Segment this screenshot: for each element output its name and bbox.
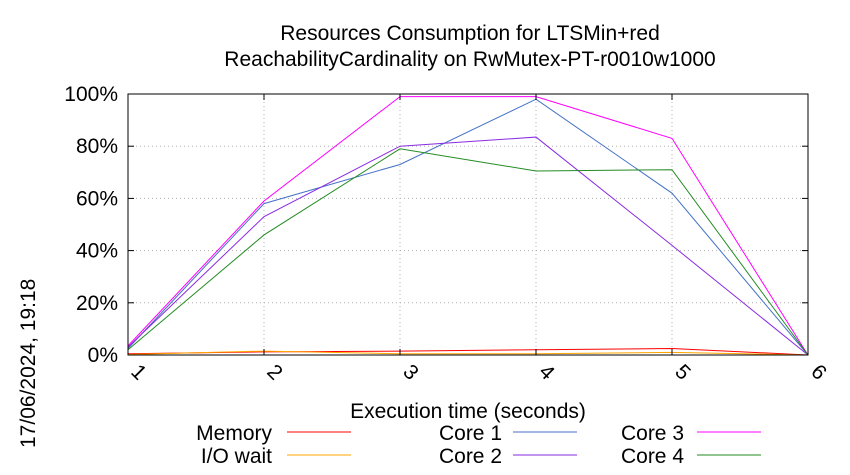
x-tick-label: 5: [670, 360, 695, 385]
y-tick-label: 20%: [76, 292, 118, 315]
legend-label-core-1: Core 1: [439, 422, 502, 445]
x-tick-label: 2: [262, 360, 287, 385]
series-lines: [127, 96, 809, 356]
x-tick-label: 4: [534, 360, 559, 385]
y-tick-label: 80%: [76, 135, 118, 158]
x-tick-label: 6: [806, 360, 831, 385]
legend-label-i-o-wait: I/O wait: [201, 445, 272, 468]
legend-label-core-2: Core 2: [439, 445, 502, 468]
series-line-core-4: [127, 148, 809, 356]
series-line-core-1: [127, 98, 809, 356]
series-line-memory: [127, 347, 809, 356]
y-tick-label: 100%: [64, 83, 118, 106]
y-tick-label: 0%: [88, 344, 118, 367]
x-tick-label: 1: [126, 360, 151, 385]
chart-title: Resources Consumption for LTSMin+red: [280, 22, 660, 45]
legend-label-memory: Memory: [196, 422, 272, 445]
series-line-core-3: [127, 96, 809, 356]
y-tick-label: 60%: [76, 187, 118, 210]
series-line-core-2: [127, 136, 809, 356]
legend-label-core-3: Core 3: [621, 422, 684, 445]
y-tick-label: 40%: [76, 240, 118, 263]
legend-label-core-4: Core 4: [621, 445, 684, 468]
series-line-i-o-wait: [127, 350, 809, 356]
timestamp-label: 17/06/2024, 19:18: [17, 279, 40, 448]
x-tick-label: 3: [398, 360, 423, 385]
y-axis-ticks: 0% 20% 40% 60% 80% 100%: [64, 83, 808, 367]
x-axis-ticks: 1 2 3 4 5 6: [126, 94, 831, 385]
plot-frame: [127, 93, 809, 356]
chart-subtitle: ReachabilityCardinality on RwMutex-PT-r0…: [224, 48, 715, 71]
x-axis-label: Execution time (seconds): [350, 400, 586, 423]
grid: [127, 93, 809, 356]
